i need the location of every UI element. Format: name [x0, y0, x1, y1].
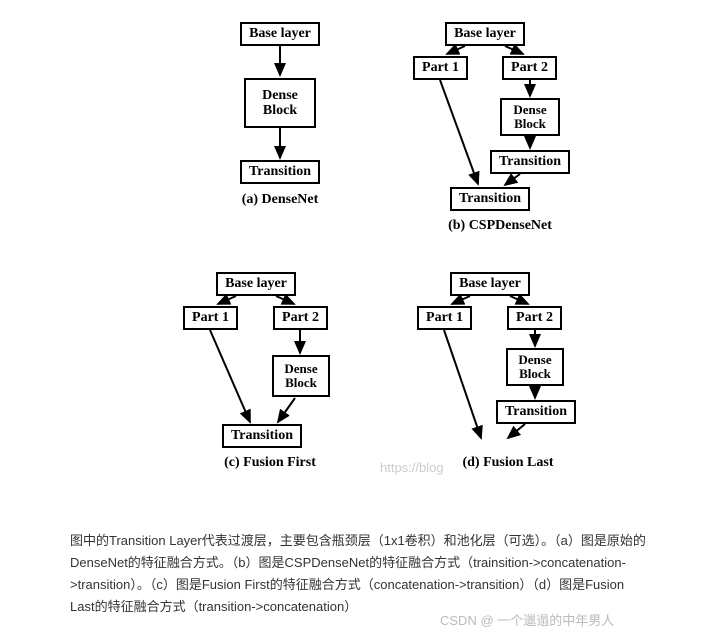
d-dense-block: Dense Block	[506, 348, 564, 386]
c-dense-block: Dense Block	[272, 355, 330, 397]
d-transition: Transition	[496, 400, 576, 424]
b-transition2: Transition	[450, 187, 530, 211]
b-part2: Part 2	[502, 56, 557, 80]
connector-lines	[0, 0, 714, 500]
b-transition1: Transition	[490, 150, 570, 174]
d-part2: Part 2	[507, 306, 562, 330]
c-part1: Part 1	[183, 306, 238, 330]
d-caption: (d) Fusion Last	[448, 455, 568, 471]
d-base-layer: Base layer	[450, 272, 530, 296]
b-caption: (b) CSPDenseNet	[430, 218, 570, 234]
b-base-layer: Base layer	[445, 22, 525, 46]
b-part1: Part 1	[413, 56, 468, 80]
b-dense-block: Dense Block	[500, 98, 560, 136]
c-part2: Part 2	[273, 306, 328, 330]
a-transition: Transition	[240, 160, 320, 184]
d-part1: Part 1	[417, 306, 472, 330]
diagram-area: Base layer Dense Block Transition (a) De…	[0, 0, 714, 500]
c-base-layer: Base layer	[216, 272, 296, 296]
c-transition: Transition	[222, 424, 302, 448]
c-caption: (c) Fusion First	[210, 455, 330, 471]
a-dense-block: Dense Block	[244, 78, 316, 128]
description-text: 图中的Transition Layer代表过渡层，主要包含瓶颈层（1x1卷积）和…	[70, 530, 650, 618]
watermark-author: CSDN @ 一个邋遢的中年男人	[440, 610, 614, 629]
watermark-url: https://blog	[380, 460, 444, 475]
a-caption: (a) DenseNet	[230, 192, 330, 208]
a-base-layer: Base layer	[240, 22, 320, 46]
